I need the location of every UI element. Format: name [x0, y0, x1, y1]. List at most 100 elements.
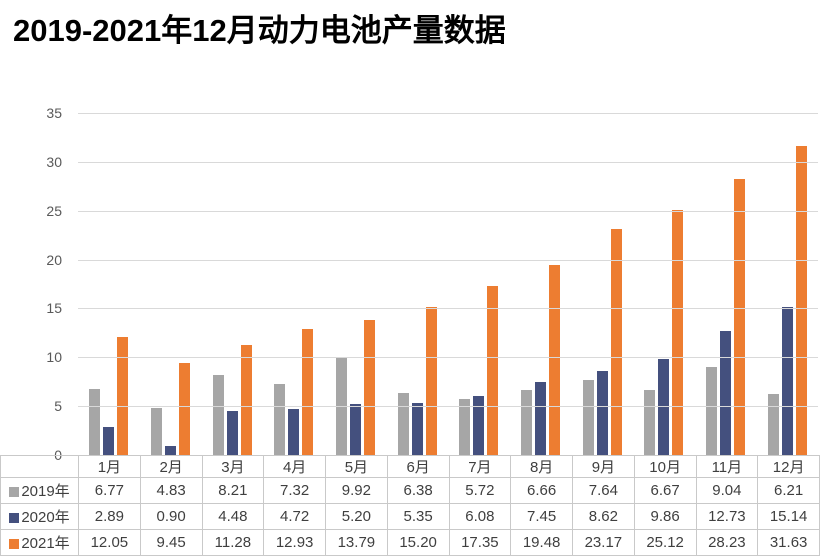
legend-cell: 2019年 — [0, 477, 79, 504]
value-cell: 4.72 — [263, 503, 326, 530]
value-cell: 15.20 — [386, 529, 450, 556]
chart-title: 2019-2021年12月动力电池产量数据 — [13, 13, 506, 48]
table-corner-cell — [0, 455, 79, 478]
bar-2019年-1月 — [89, 388, 101, 455]
value-cell: 6.08 — [448, 503, 512, 530]
y-axis-tick-label: 25 — [46, 202, 62, 219]
bar-2019年-7月 — [459, 399, 471, 455]
table-row-2019年: 2019年 6.77 4.83 8.21 7.32 9.92 6.38 5.72 6.66 7.6… — [0, 477, 820, 504]
bar-group-6月 — [386, 113, 448, 455]
bar-group-1月 — [78, 113, 140, 455]
value-cell: 19.48 — [510, 529, 573, 556]
bar-2019年-4月 — [274, 383, 286, 455]
value-cell: 13.79 — [325, 529, 388, 556]
table-row-2020年: 2020年 2.89 0.90 4.48 4.72 5.20 5.35 6.08 7.45 8.6… — [0, 503, 820, 530]
plot-area — [78, 113, 818, 455]
value-cell: 6.67 — [633, 477, 697, 504]
bar-2019年-3月 — [212, 374, 224, 455]
value-cell: 17.35 — [448, 529, 512, 556]
value-cell: 5.72 — [448, 477, 512, 504]
value-cell: 9.86 — [633, 503, 697, 530]
bar-group-10月 — [633, 113, 695, 455]
value-cell: 6.77 — [78, 477, 141, 504]
bar-2020年-11月 — [720, 330, 732, 455]
y-axis-tick-label: 35 — [46, 105, 62, 121]
legend-label: 2020年 — [21, 509, 70, 526]
bar-groups — [78, 113, 818, 455]
y-axis-tick-label: 5 — [54, 398, 62, 415]
bar-2021年-10月 — [672, 209, 684, 455]
month-header-cell: 5月 — [325, 455, 388, 478]
bar-2020年-6月 — [411, 402, 423, 455]
legend-cell: 2020年 — [0, 503, 79, 530]
bar-2021年-7月 — [487, 285, 499, 455]
bar-group-7月 — [448, 113, 510, 455]
value-cell: 6.21 — [757, 477, 820, 504]
month-header-cell: 6月 — [386, 455, 450, 478]
value-cell: 12.73 — [695, 503, 759, 530]
bar-2019年-2月 — [151, 407, 162, 455]
bar-2021年-8月 — [549, 264, 561, 455]
bar-2019年-10月 — [644, 389, 656, 455]
month-header-cell: 7月 — [448, 455, 512, 478]
gridline — [78, 210, 818, 212]
bar-2021年-4月 — [302, 328, 314, 455]
value-cell: 8.62 — [572, 503, 635, 530]
bar-group-8月 — [510, 113, 572, 455]
gridline — [78, 161, 818, 163]
data-table: 1月 2月 3月 4月 5月 6月 7月 8月 9月 10月 11月 12月 2019年 6.77 4.83… — [0, 455, 820, 556]
bar-2020年-9月 — [596, 370, 608, 455]
legend-cell: 2021年 — [0, 529, 79, 556]
month-header-cell: 9月 — [572, 455, 635, 478]
y-axis-tick-label: 20 — [46, 251, 62, 268]
bar-2021年-5月 — [364, 320, 376, 455]
legend-swatch — [9, 513, 20, 523]
value-cell: 25.12 — [633, 529, 697, 556]
y-axis: 0 5 10 15 20 25 30 35 — [0, 0, 78, 555]
bar-group-2月 — [140, 113, 202, 455]
bar-2019年-8月 — [521, 389, 533, 455]
table-row-2021年: 2021年 12.05 9.45 11.28 12.93 13.79 15.20 17.35 1… — [0, 529, 820, 556]
month-header-cell: 2月 — [139, 455, 203, 478]
value-cell: 9.92 — [325, 477, 388, 504]
value-cell: 15.14 — [757, 503, 820, 530]
bar-group-5月 — [325, 113, 387, 455]
bar-2019年-6月 — [397, 392, 409, 455]
gridline — [78, 259, 818, 261]
value-cell: 8.21 — [201, 477, 265, 504]
value-cell: 2.89 — [78, 503, 141, 530]
bar-2021年-6月 — [425, 306, 437, 455]
value-cell: 7.64 — [572, 477, 635, 504]
value-cell: 12.93 — [263, 529, 326, 556]
value-cell: 11.28 — [201, 529, 265, 556]
bar-2021年-3月 — [240, 344, 252, 455]
month-header-cell: 10月 — [633, 455, 697, 478]
value-cell: 0.90 — [139, 503, 203, 530]
bar-group-9月 — [571, 113, 633, 455]
bar-2020年-2月 — [165, 446, 176, 455]
value-cell: 7.32 — [263, 477, 326, 504]
bar-2020年-7月 — [473, 395, 485, 455]
value-cell: 4.48 — [201, 503, 265, 530]
value-cell: 4.83 — [139, 477, 203, 504]
value-cell: 6.38 — [386, 477, 450, 504]
bar-2020年-1月 — [103, 426, 115, 455]
bar-2021年-12月 — [795, 145, 807, 455]
bar-2020年-12月 — [781, 307, 793, 455]
data-table-body: 1月 2月 3月 4月 5月 6月 7月 8月 9月 10月 11月 12月 2019年 6.77 4.83… — [0, 455, 820, 556]
gridline — [78, 357, 818, 359]
month-header-cell: 1月 — [78, 455, 141, 478]
legend-label: 2019年 — [21, 483, 70, 500]
value-cell: 23.17 — [572, 529, 635, 556]
bar-2020年-3月 — [226, 411, 238, 455]
y-axis-tick-label: 10 — [46, 349, 62, 366]
value-cell: 5.35 — [386, 503, 450, 530]
bar-2019年-9月 — [582, 380, 594, 455]
value-cell: 31.63 — [757, 529, 820, 556]
bar-2021年-9月 — [610, 228, 622, 455]
month-header-cell: 11月 — [695, 455, 759, 478]
value-cell: 28.23 — [695, 529, 759, 556]
gridline — [78, 406, 818, 408]
bar-group-4月 — [263, 113, 325, 455]
